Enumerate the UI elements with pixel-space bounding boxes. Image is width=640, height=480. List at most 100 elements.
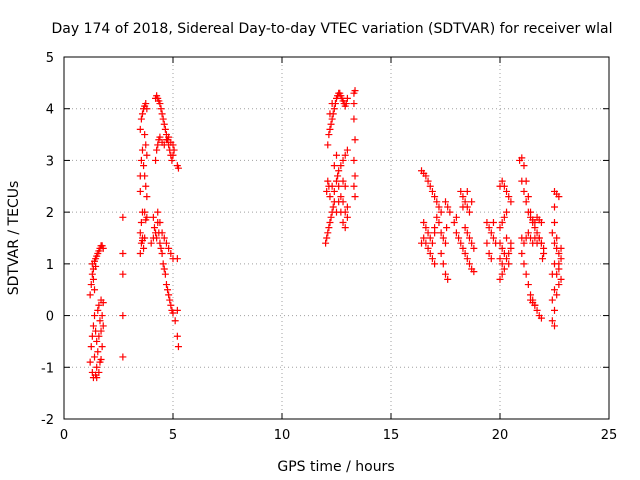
data-point bbox=[326, 125, 334, 133]
data-point bbox=[420, 234, 428, 242]
data-point bbox=[156, 218, 164, 226]
data-point bbox=[173, 306, 181, 314]
data-point bbox=[98, 312, 106, 320]
data-point bbox=[422, 172, 430, 180]
data-point bbox=[555, 260, 563, 268]
data-point bbox=[97, 356, 105, 364]
data-point bbox=[500, 265, 508, 273]
data-point bbox=[99, 244, 107, 252]
data-point bbox=[343, 146, 351, 154]
data-point bbox=[457, 187, 465, 195]
data-point bbox=[350, 182, 358, 190]
data-point bbox=[324, 229, 332, 237]
y-axis-label: SDTVAR / TECUs bbox=[6, 181, 22, 296]
data-point bbox=[140, 162, 148, 170]
data-point bbox=[174, 343, 182, 351]
data-point bbox=[524, 281, 532, 289]
data-point bbox=[424, 177, 432, 185]
data-point bbox=[150, 224, 158, 232]
data-point bbox=[437, 229, 445, 237]
data-point bbox=[524, 193, 532, 201]
data-point bbox=[156, 100, 164, 108]
data-point bbox=[461, 198, 469, 206]
x-tick-label: 10 bbox=[274, 428, 291, 443]
data-point bbox=[137, 156, 145, 164]
x-tick-label: 5 bbox=[169, 428, 177, 443]
data-point bbox=[154, 208, 162, 216]
data-point bbox=[343, 203, 351, 211]
data-point bbox=[140, 244, 148, 252]
data-point bbox=[522, 270, 530, 278]
data-point bbox=[540, 250, 548, 258]
data-point bbox=[159, 115, 167, 123]
data-point bbox=[433, 213, 441, 221]
data-point bbox=[158, 250, 166, 258]
data-point bbox=[524, 229, 532, 237]
data-point bbox=[496, 255, 504, 263]
data-point bbox=[91, 286, 99, 294]
data-point bbox=[324, 177, 332, 185]
data-point bbox=[443, 224, 451, 232]
data-point bbox=[169, 151, 177, 159]
y-tick-label: 2 bbox=[46, 206, 54, 221]
data-point bbox=[520, 260, 528, 268]
data-point bbox=[351, 136, 359, 144]
data-point bbox=[551, 239, 558, 247]
data-point bbox=[160, 265, 168, 273]
x-tick-label: 25 bbox=[601, 428, 618, 443]
data-point bbox=[551, 218, 558, 226]
data-point bbox=[498, 177, 506, 185]
data-point bbox=[426, 234, 434, 242]
data-point bbox=[428, 187, 436, 195]
data-point bbox=[149, 234, 157, 242]
data-point bbox=[141, 131, 149, 139]
data-point bbox=[465, 208, 473, 216]
data-point bbox=[503, 208, 511, 216]
data-point bbox=[136, 187, 144, 195]
data-point bbox=[327, 213, 335, 221]
data-point bbox=[557, 244, 565, 252]
data-point bbox=[426, 250, 434, 258]
data-point bbox=[95, 332, 103, 340]
data-point bbox=[173, 255, 181, 263]
data-point bbox=[557, 255, 565, 263]
data-point bbox=[142, 141, 150, 149]
data-point bbox=[95, 301, 103, 309]
data-point bbox=[147, 239, 155, 247]
data-point bbox=[500, 182, 508, 190]
data-point bbox=[339, 218, 347, 226]
data-point bbox=[350, 100, 358, 108]
data-point bbox=[524, 208, 532, 216]
data-point bbox=[522, 198, 530, 206]
data-point bbox=[157, 105, 165, 113]
data-point bbox=[171, 317, 179, 325]
data-point bbox=[325, 224, 333, 232]
data-point bbox=[89, 322, 97, 330]
data-point bbox=[461, 224, 469, 232]
data-point bbox=[323, 187, 331, 195]
data-point bbox=[158, 110, 166, 118]
data-point bbox=[156, 133, 164, 141]
data-point bbox=[94, 348, 102, 356]
data-point bbox=[433, 198, 441, 206]
data-point bbox=[350, 156, 358, 164]
data-point bbox=[553, 291, 561, 299]
data-point bbox=[166, 296, 174, 304]
data-point bbox=[136, 250, 144, 258]
data-point bbox=[98, 343, 106, 351]
data-point bbox=[496, 224, 504, 232]
data-point bbox=[553, 234, 561, 242]
data-point bbox=[143, 213, 151, 221]
data-point bbox=[137, 115, 145, 123]
data-point bbox=[500, 213, 508, 221]
data-point bbox=[156, 239, 164, 247]
data-point bbox=[94, 306, 102, 314]
data-point bbox=[327, 120, 335, 128]
x-tick-label: 15 bbox=[383, 428, 400, 443]
data-point bbox=[537, 218, 545, 226]
data-point bbox=[160, 234, 168, 242]
data-point bbox=[339, 177, 347, 185]
data-point bbox=[520, 239, 528, 247]
data-point bbox=[323, 234, 331, 242]
